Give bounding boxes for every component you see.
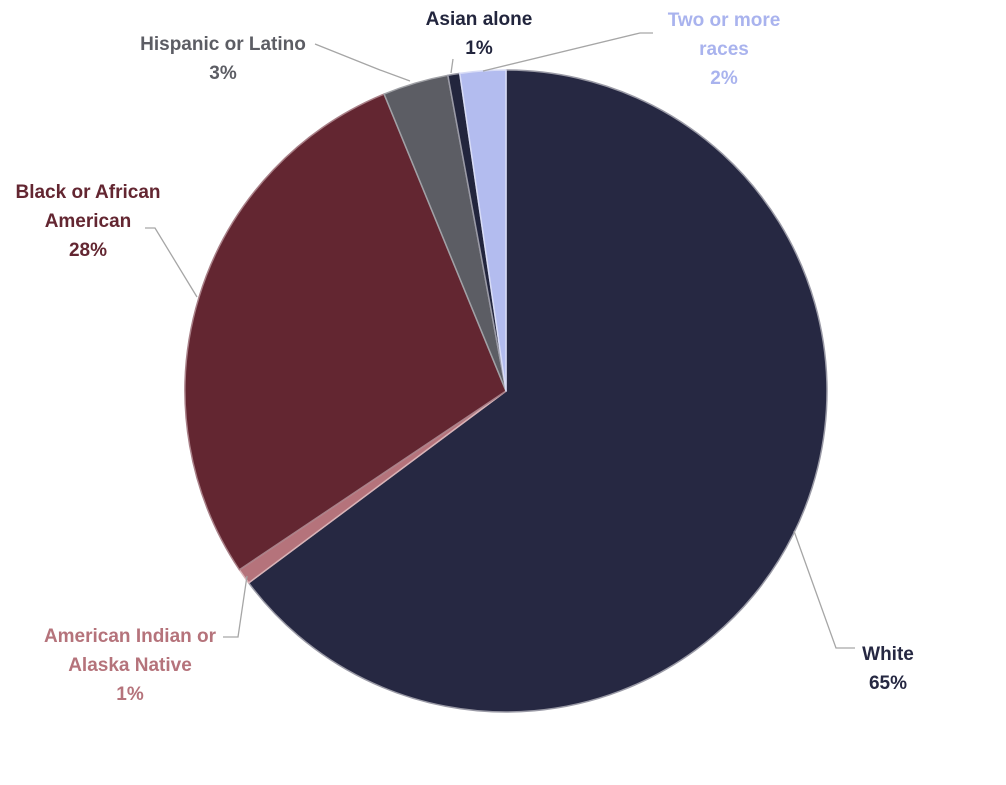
leader-line-black-or-african-american [145,227,198,298]
data-label-text: American [44,211,132,232]
leader-line-asian-alone [450,58,454,74]
pie-slice-white [247,69,828,713]
data-label-text: Black or African [15,182,161,203]
data-label-text: Alaska Native [68,655,192,676]
data-label-american-indian-or-alaska-native: American Indian or Alaska Native 1% [44,622,216,709]
data-label-asian-alone: Asian alone 1% [426,5,533,63]
data-label-white: White 65% [862,640,914,698]
leader-line-hispanic-or-latino [314,43,411,82]
data-label-text: races [699,39,749,60]
data-label-text: Two or more [667,10,781,31]
data-label-text: Hispanic or Latino [140,34,306,55]
data-label-percent: 3% [209,63,237,84]
data-label-two-or-more-races: Two or more races 2% [668,6,781,93]
data-label-percent: 28% [68,240,108,261]
pie-slice-black-or-african-american [184,93,507,571]
data-label-text: White [862,644,914,665]
leader-line-american-indian-or-alaska-native [223,575,248,638]
leader-line-two-or-more-races [482,32,653,72]
pie-slice-two-or-more-races [459,69,507,392]
leader-line-white [793,530,855,649]
data-label-percent: 1% [116,684,144,705]
data-label-black-or-african-american: Black or African American 28% [15,178,160,265]
data-label-percent: 2% [710,68,738,89]
data-label-hispanic-or-latino: Hispanic or Latino 3% [140,30,306,88]
data-label-text: Asian alone [425,9,533,30]
data-label-percent: 65% [868,673,908,694]
data-label-text: American Indian or [43,626,217,647]
data-label-percent: 1% [465,38,493,59]
